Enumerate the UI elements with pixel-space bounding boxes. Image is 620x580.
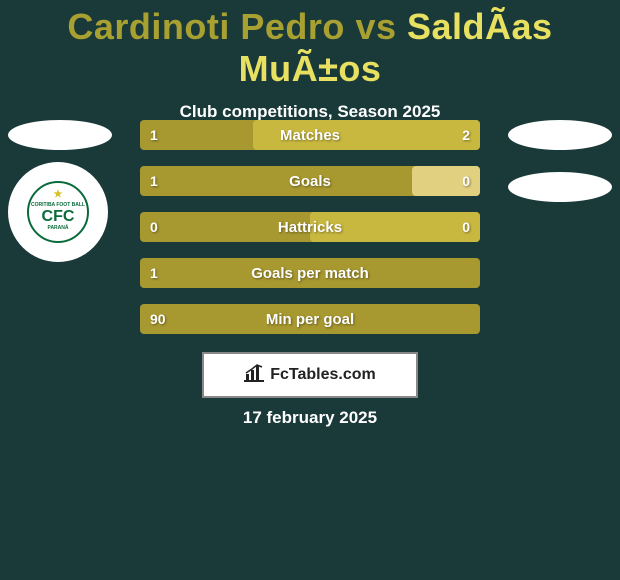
stat-rows: Matches12Goals10Hattricks00Goals per mat… <box>140 120 480 350</box>
stat-row: Goals per match1 <box>140 258 480 288</box>
footer-text: FcTables.com <box>270 366 376 384</box>
row-value-left: 90 <box>150 304 166 334</box>
row-label: Goals <box>140 166 480 196</box>
row-value-left: 0 <box>150 212 158 242</box>
subtitle: Club competitions, Season 2025 <box>0 102 620 122</box>
row-value-right: 0 <box>462 166 470 196</box>
player1-avatar-placeholder <box>8 120 112 150</box>
row-value-left: 1 <box>150 166 158 196</box>
badge-center: CFC <box>42 208 75 226</box>
player2-avatar-group <box>508 120 612 202</box>
badge-inner: ★ CORITIBA FOOT BALL CFC PARANÁ <box>27 181 89 243</box>
stat-row: Min per goal90 <box>140 304 480 334</box>
chart-icon <box>244 364 264 387</box>
player1-club-badge: ★ CORITIBA FOOT BALL CFC PARANÁ <box>8 162 108 262</box>
vs-text: vs <box>355 6 396 47</box>
row-value-right: 0 <box>462 212 470 242</box>
date-text: 17 february 2025 <box>0 408 620 428</box>
badge-bottom-text: PARANÁ <box>47 226 68 232</box>
stat-row: Goals1 0 <box>140 166 480 196</box>
row-label: Matches <box>140 120 480 150</box>
row-label: Hattricks <box>140 212 480 242</box>
player1-avatar-group: ★ CORITIBA FOOT BALL CFC PARANÁ <box>8 120 112 262</box>
row-label: Min per goal <box>140 304 480 334</box>
row-value-right: 2 <box>462 120 470 150</box>
footer-attribution: FcTables.com <box>202 352 418 398</box>
player2-avatar-placeholder <box>508 120 612 150</box>
star-icon: ★ <box>54 189 63 200</box>
stat-row: Hattricks0 0 <box>140 212 480 242</box>
comparison-title: Cardinoti Pedro vs SaldÃas MuÃ±os <box>0 0 620 90</box>
row-label: Goals per match <box>140 258 480 288</box>
stat-row: Matches1 2 <box>140 120 480 150</box>
player1-name: Cardinoti Pedro <box>67 6 345 47</box>
row-value-left: 1 <box>150 120 158 150</box>
row-value-left: 1 <box>150 258 158 288</box>
player2-club-badge-placeholder <box>508 172 612 202</box>
